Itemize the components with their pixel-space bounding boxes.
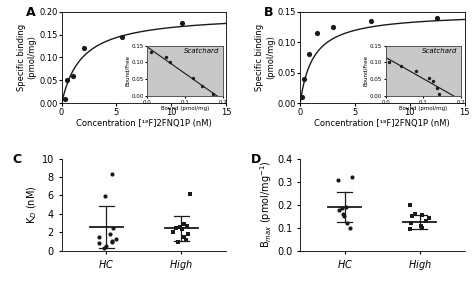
Point [101, 194, 109, 199]
Point [417, 224, 425, 229]
Point [100, 245, 108, 250]
Point [186, 191, 193, 196]
X-axis label: Concentration [¹⁸F]2FNQ1P (nM): Concentration [¹⁸F]2FNQ1P (nM) [76, 120, 212, 128]
Point [411, 211, 419, 216]
Point [184, 232, 191, 236]
Point [64, 78, 71, 83]
Point [329, 24, 337, 29]
Y-axis label: Specific binding
(pmol/mg): Specific binding (pmol/mg) [17, 24, 36, 91]
Text: D: D [251, 153, 261, 166]
Point [406, 226, 414, 231]
Point [172, 225, 180, 230]
Point [367, 18, 375, 23]
Point [407, 202, 414, 207]
Point [182, 237, 190, 242]
Y-axis label: B$_{max}$ (pmol/mg$^{-1}$): B$_{max}$ (pmol/mg$^{-1}$) [258, 161, 274, 248]
Point [69, 73, 76, 78]
Point [343, 221, 351, 225]
Point [107, 232, 114, 236]
Point [408, 214, 415, 218]
Text: A: A [26, 6, 35, 19]
Point [313, 31, 320, 35]
Point [407, 221, 414, 225]
Point [346, 225, 353, 230]
Point [80, 46, 87, 51]
Point [340, 214, 347, 218]
Point [61, 96, 69, 101]
Point [339, 211, 346, 216]
Y-axis label: Specific binding
(pmol/mg): Specific binding (pmol/mg) [255, 24, 275, 91]
Point [426, 216, 433, 221]
Point [336, 208, 343, 213]
Point [433, 15, 441, 20]
Point [338, 206, 346, 210]
Point [301, 77, 308, 81]
Point [108, 239, 115, 244]
Point [348, 175, 356, 179]
Point [102, 244, 109, 248]
Point [109, 225, 117, 230]
Point [108, 172, 116, 177]
Point [180, 221, 188, 226]
Point [299, 95, 306, 100]
Point [335, 178, 342, 183]
Point [342, 204, 350, 209]
Point [179, 227, 186, 232]
Point [418, 225, 426, 230]
Point [305, 52, 313, 57]
Point [112, 236, 119, 241]
Point [118, 35, 126, 39]
Point [178, 21, 186, 25]
Point [176, 224, 184, 229]
Point [95, 241, 103, 245]
Point [184, 223, 191, 228]
Text: B: B [264, 6, 273, 19]
X-axis label: Concentration [¹⁸F]2FNQ1P (nM): Concentration [¹⁸F]2FNQ1P (nM) [314, 120, 450, 128]
Point [180, 234, 188, 239]
Point [174, 240, 182, 245]
Point [108, 240, 116, 245]
Point [422, 218, 430, 223]
Point [418, 213, 426, 217]
Point [169, 230, 176, 234]
Point [95, 234, 102, 239]
Text: C: C [12, 153, 21, 166]
Y-axis label: K$_D$ (nM): K$_D$ (nM) [25, 185, 39, 224]
